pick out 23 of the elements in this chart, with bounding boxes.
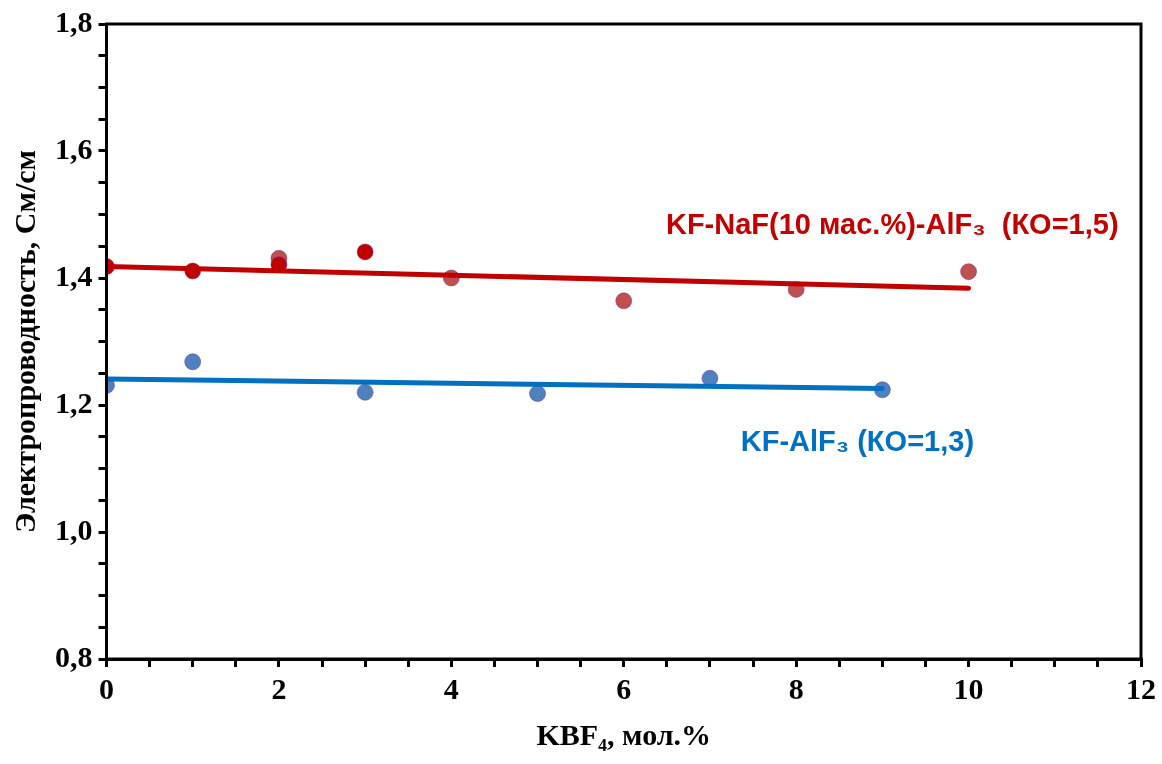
y-tick-label: 0,8 [55,639,93,673]
y-tick-label: 1,4 [55,258,93,292]
x-tick-label: 2 [271,671,287,705]
point [529,385,547,403]
x-tick-label: 0 [99,671,114,705]
x-tick-label: 10 [953,671,984,705]
y-tick-label: 1,2 [55,385,93,419]
series-label: KF-AlF₃ (КО=1,3) [740,425,975,458]
x-tick-label: 6 [616,671,632,705]
x-tick-label: 4 [443,671,459,705]
point [184,353,202,371]
y-tick-label: 1,8 [55,4,93,38]
point [960,263,978,281]
x-tick-label: 8 [788,671,804,705]
x-tick-label: 12 [1126,671,1156,705]
point [356,383,374,401]
y-axis-title: Электропроводность, См/см [7,149,41,534]
point [356,243,374,261]
x-axis-title: KBF₄, мол.% [536,717,712,751]
series-label: KF-NaF(10 мас.%)-AlF₃ (КО=1,5) [665,208,1119,241]
point [615,292,633,310]
y-tick-label: 1,0 [55,512,93,546]
y-tick-label: 1,6 [55,131,93,165]
